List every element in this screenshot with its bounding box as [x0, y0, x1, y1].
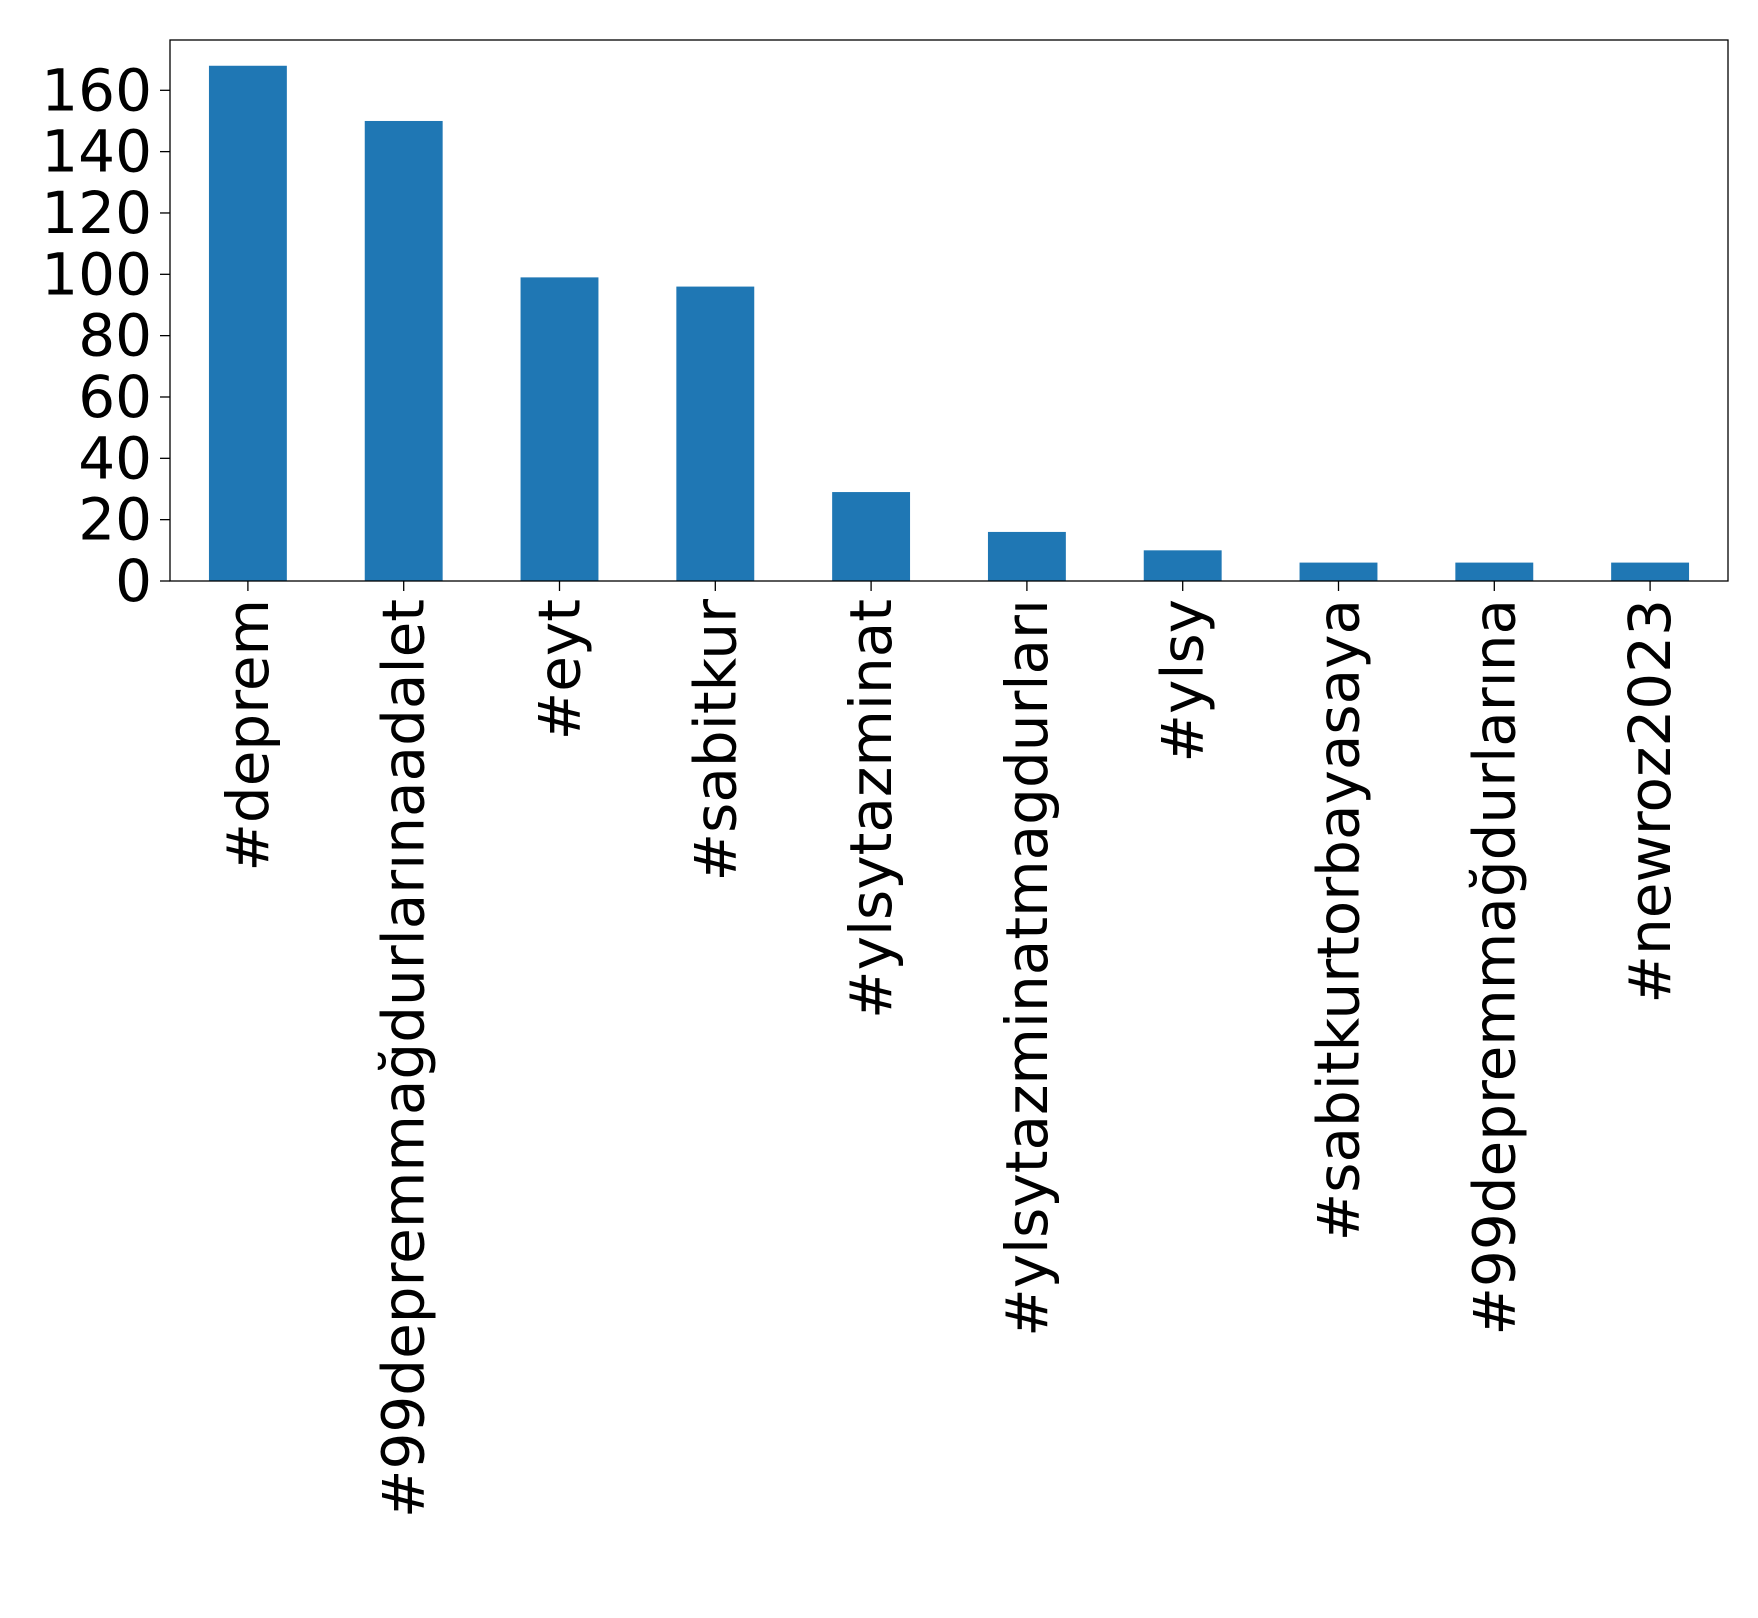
bar — [987, 531, 1066, 581]
x-tick-label: #ylsy — [1149, 599, 1217, 763]
x-tick-label: #deprem — [214, 599, 282, 872]
y-tick-label: 60 — [78, 363, 152, 431]
x-tick-label: #sabitkurtorbayasaya — [1305, 599, 1373, 1241]
x-tick-label: #99depremmağdurlarınaadalet — [370, 599, 438, 1518]
y-tick-label: 120 — [41, 179, 152, 247]
y-tick-label: 140 — [41, 118, 152, 186]
bar — [208, 65, 287, 581]
x-tick-label: #99depremmağdurlarına — [1460, 599, 1528, 1336]
bar — [1455, 562, 1534, 581]
y-tick-label: 0 — [115, 547, 152, 615]
bar — [1611, 562, 1690, 581]
bar — [1143, 550, 1222, 581]
bar — [832, 492, 911, 581]
bars-group — [208, 65, 1690, 581]
x-tick-label: #ylsytazminat — [837, 599, 905, 1019]
x-axis: #deprem #99depremmağdurlarınaadalet #eyt #s… — [214, 581, 1684, 1518]
y-tick-label: 100 — [41, 240, 152, 308]
y-tick-label: 40 — [78, 424, 152, 492]
bar — [676, 286, 755, 581]
y-tick-label: 20 — [78, 486, 152, 554]
y-tick-label: 80 — [78, 302, 152, 370]
plot-frame — [169, 39, 1729, 582]
x-tick-label: #eyt — [526, 599, 594, 740]
y-tick-label: 160 — [41, 56, 152, 124]
bar — [520, 277, 599, 581]
x-tick-label: #newroz2023 — [1616, 599, 1684, 1004]
bar — [1299, 562, 1378, 581]
x-tick-label: #ylsytazminatmagdurları — [993, 599, 1061, 1337]
bar — [364, 120, 443, 581]
x-tick-label: #sabitkur — [681, 599, 749, 882]
